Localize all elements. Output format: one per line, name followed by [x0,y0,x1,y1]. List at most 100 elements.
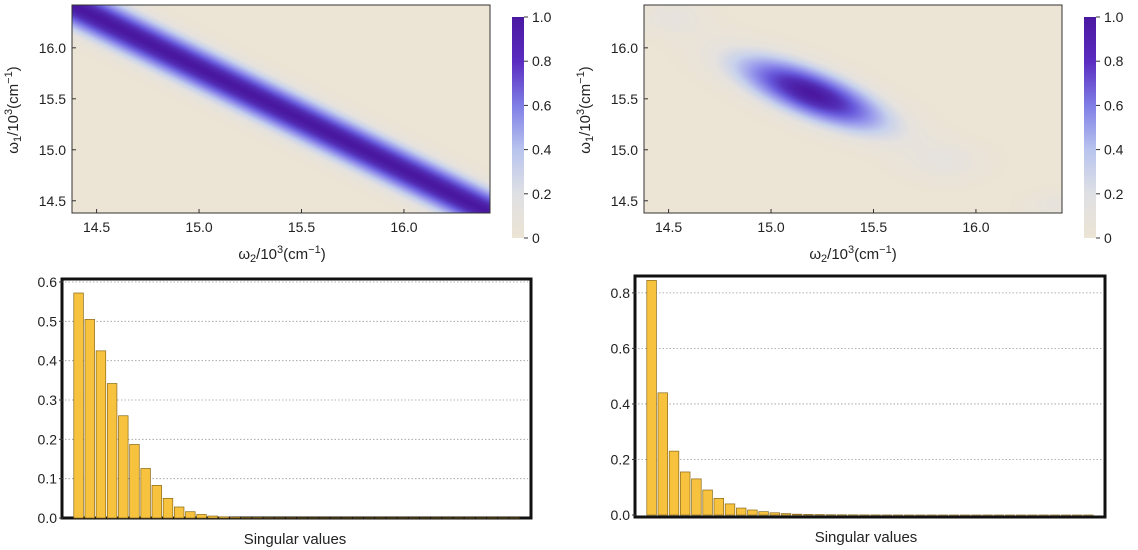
bar [140,468,151,519]
y-tick-label: 0.0 [611,507,631,523]
heatmap-left-y-label: ω1/103(cm−1) [3,66,24,153]
bar [758,511,769,516]
bar [668,450,680,516]
x-tick-label: 15.5 [860,219,887,235]
heatmap-left-x-label: ω2/103(cm−1) [238,244,325,265]
heatmap-left-frame [71,4,491,214]
colorbar-tick-label: 0.2 [532,186,552,202]
heatmap-right-y-ticks: 14.5 15.0 15.5 16.0 [611,40,648,209]
bar [196,514,207,519]
bar [106,383,118,519]
bar [95,350,107,519]
y-tick-label: 16.0 [611,40,638,56]
y-tick-label: 15.5 [39,91,66,107]
heatmap-right-canvas-holder [644,5,1062,213]
bar-chart-right-gridlines [638,292,1102,460]
y-tick-label: 0.3 [38,392,58,408]
bar-chart-right: 0.0 0.2 0.4 0.6 0.8 Singular values [611,274,1107,546]
x-tick-label: 14.5 [655,219,682,235]
bar-chart-right-x-label: Singular values [815,529,918,546]
heatmap-left-canvas-holder [72,5,490,213]
bar [657,392,668,516]
heatmap-right-x-ticks: 14.5 15.0 15.5 16.0 [655,209,990,235]
bar-chart-left-y-ticks: 0.0 0.1 0.2 0.3 0.4 0.5 0.6 [38,274,63,526]
x-tick-label: 16.0 [962,219,989,235]
bar [713,497,724,516]
heatmap-right-frame [643,4,1063,214]
y-tick-label: 0.8 [611,285,631,301]
bar [73,292,84,519]
y-tick-label: 0.4 [38,353,58,369]
y-tick-label: 0.6 [38,274,58,290]
y-tick-label: 0.0 [38,510,58,526]
colorbar-tick-label: 0.4 [532,142,552,158]
heatmap-left-colorbar [512,17,524,238]
bar [185,511,196,519]
colorbar-tick-label: 0.6 [1104,97,1124,113]
colorbar-tick-label: 0.6 [532,97,552,113]
y-tick-label: 15.0 [611,142,638,158]
bar [218,516,230,519]
colorbar-tick-label: 0 [1104,230,1112,246]
heatmap-left-y-ticks: 14.5 15.0 15.5 16.0 [39,40,76,209]
bar [803,514,814,516]
colorbar-tick-label: 1.0 [532,9,552,25]
bar-chart-right-bars [646,280,1094,516]
heatmap-left-panel: 14.5 15.0 15.5 16.0 14.5 15.0 15.5 16.0 ω2/103… [3,4,552,265]
bar [769,512,780,516]
bar-chart-right-frame [633,274,1107,519]
bar [118,415,129,519]
colorbar-tick-label: 0.2 [1104,186,1124,202]
y-tick-label: 0.2 [38,431,58,447]
x-tick-label: 15.5 [288,219,315,235]
bar [174,506,185,519]
bar [151,485,162,519]
bar [792,513,803,516]
y-tick-label: 15.0 [39,142,66,158]
heatmap-left-colorbar-ticks: 0 0.2 0.4 0.6 0.8 1.0 [524,9,552,246]
y-tick-label: 16.0 [39,40,66,56]
heatmap-right-canvas [644,5,1062,213]
y-tick-label: 0.6 [611,340,631,356]
bar-chart-left-frame [60,277,533,520]
bar-chart-left-gridlines [65,281,528,480]
bar-chart-left-x-label: Singular values [244,531,347,548]
bar [747,509,758,516]
colorbar-tick-label: 1.0 [1104,9,1124,25]
bar [646,280,657,516]
heatmap-right-colorbar [1084,17,1096,238]
bar [702,489,713,516]
bar-chart-right-y-ticks: 0.0 0.2 0.4 0.6 0.8 [611,285,636,523]
heatmap-right-y-label: ω1/103(cm−1) [575,66,596,153]
colorbar-tick-label: 0.8 [1104,53,1124,69]
y-tick-label: 14.5 [611,193,638,209]
heatmap-right-colorbar-ticks: 0 0.2 0.4 0.6 0.8 1.0 [1096,9,1124,246]
heatmap-right-panel: 14.5 15.0 15.5 16.0 14.5 15.0 15.5 16.0 ω2/103… [575,4,1124,265]
x-tick-label: 14.5 [83,219,110,235]
x-tick-label: 15.0 [185,219,212,235]
y-tick-label: 0.1 [38,471,58,487]
bar [207,515,218,519]
y-tick-label: 14.5 [39,193,66,209]
heatmap-left-x-ticks: 14.5 15.0 15.5 16.0 [83,209,418,235]
y-tick-label: 0.4 [611,396,631,412]
bar [229,516,241,519]
bar-chart-left: 0.0 0.1 0.2 0.3 0.4 0.5 0.6 Singular values [38,274,533,548]
bar [780,513,792,516]
bar [84,319,95,519]
bar [724,503,736,516]
y-tick-label: 15.5 [611,91,638,107]
x-tick-label: 15.0 [757,219,784,235]
colorbar-tick-label: 0 [532,230,540,246]
bar [162,497,174,519]
y-tick-label: 0.5 [38,313,58,329]
bar [680,471,691,516]
heatmap-left-canvas [72,5,490,213]
bar [736,507,747,516]
colorbar-tick-label: 0.8 [532,53,552,69]
bar [691,478,702,516]
bar-chart-left-bars [73,292,520,519]
heatmap-right-x-label: ω2/103(cm−1) [809,244,896,265]
y-tick-label: 0.2 [611,451,631,467]
